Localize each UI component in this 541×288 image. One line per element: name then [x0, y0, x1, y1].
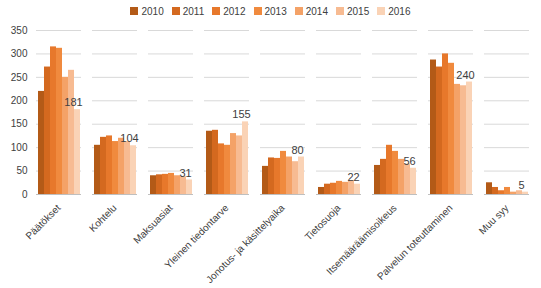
svg-text:200: 200	[11, 95, 28, 106]
svg-text:Tietosuoja: Tietosuoja	[303, 202, 343, 242]
svg-text:Jonotus- ja käsittelyaika: Jonotus- ja käsittelyaika	[204, 202, 287, 285]
html-text:2010: 2010	[141, 5, 164, 17]
html-text:2011: 2011	[182, 5, 205, 17]
svg-text:Kohtelu: Kohtelu	[87, 202, 119, 234]
svg-text:104: 104	[120, 132, 138, 144]
svg-text:350: 350	[11, 25, 28, 36]
svg-text:100: 100	[11, 142, 28, 153]
svg-text:0: 0	[22, 189, 28, 200]
svg-text:250: 250	[11, 72, 28, 83]
svg-text:300: 300	[11, 48, 28, 59]
svg-text:Muu syy: Muu syy	[477, 202, 511, 236]
svg-text:Maksuasiat: Maksuasiat	[131, 202, 175, 246]
svg-text:181: 181	[64, 96, 82, 108]
svg-text:155: 155	[232, 108, 250, 120]
svg-text:Itsemääräämisoikeus: Itsemääräämisoikeus	[324, 202, 399, 277]
svg-text:Yleinen tiedontarve: Yleinen tiedontarve	[162, 202, 231, 271]
svg-text:240: 240	[456, 69, 474, 81]
svg-text:22: 22	[347, 171, 359, 183]
html-text:2016: 2016	[388, 5, 411, 17]
svg-text:50: 50	[16, 165, 28, 176]
svg-text:150: 150	[11, 118, 28, 129]
svg-text:5: 5	[518, 179, 524, 191]
html-text:2012: 2012	[223, 5, 246, 17]
svg-text:80: 80	[291, 144, 303, 156]
html-text:2015: 2015	[347, 5, 370, 17]
html-text:2013: 2013	[264, 5, 287, 17]
svg-text:Päätökset: Päätökset	[23, 202, 62, 241]
svg-text:31: 31	[179, 166, 191, 178]
html-text:2014: 2014	[305, 5, 328, 17]
svg-text:Palvelun toteuttaminen: Palvelun toteuttaminen	[375, 202, 455, 282]
svg-text:56: 56	[403, 155, 415, 167]
